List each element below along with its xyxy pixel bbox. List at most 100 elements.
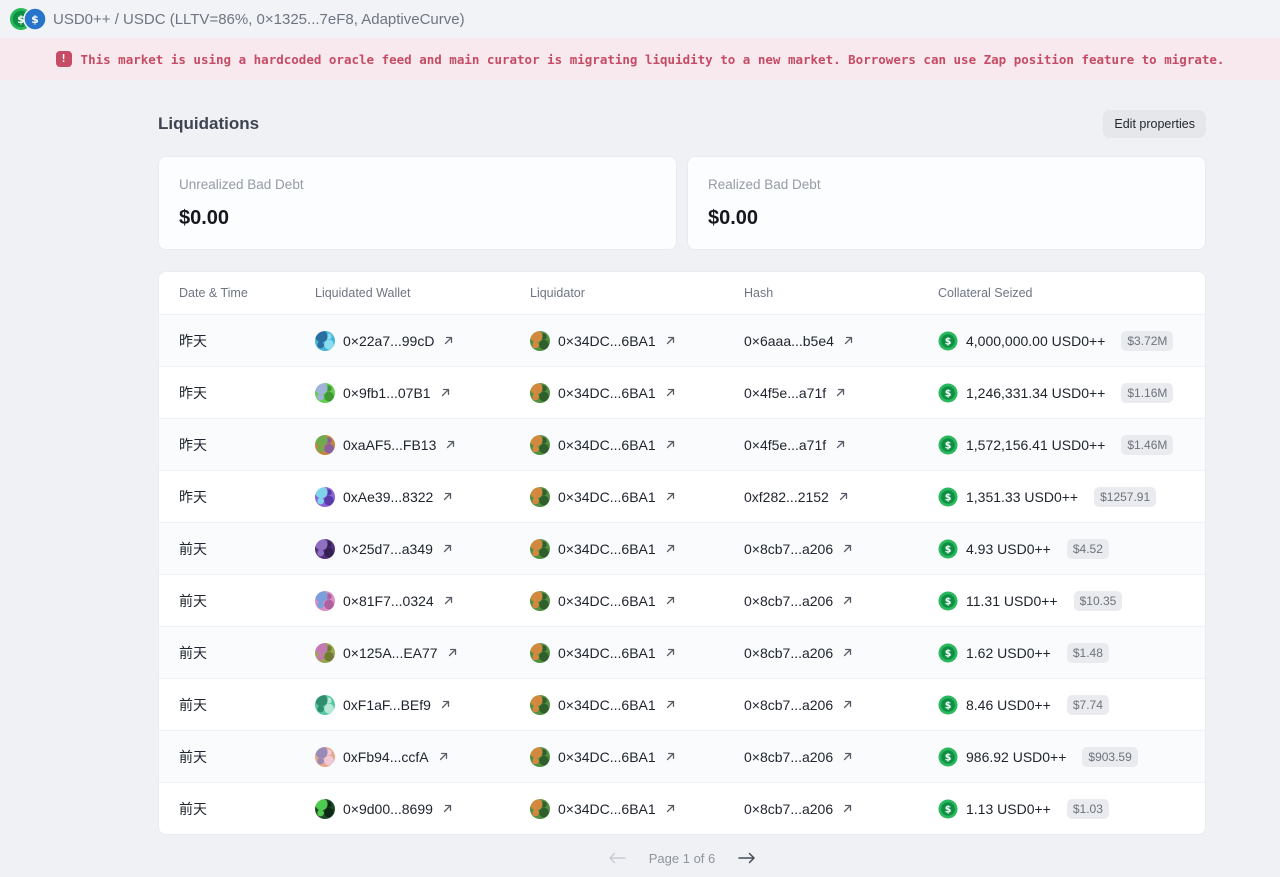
external-link-icon (441, 700, 450, 709)
liquidator-avatar (530, 330, 550, 351)
card-value: $0.00 (179, 207, 230, 229)
liquidator-address: 0×34DC...6BA1 (558, 644, 656, 661)
svg-text:$: $ (945, 544, 952, 555)
liquidator-link[interactable]: 0×34DC...6BA1 (530, 642, 744, 663)
wallet-address: 0×9fb1...07B1 (343, 384, 431, 401)
liquidator-link[interactable]: 0×34DC...6BA1 (530, 798, 744, 819)
usd0-coin-icon: $ (938, 331, 958, 350)
col-liquidated-wallet: Liquidated Wallet (315, 286, 411, 300)
hash-link[interactable]: 0×8cb7...a206 (744, 697, 938, 713)
usd0-coin-icon: $ (938, 487, 958, 506)
hash-value: 0×6aaa...b5e4 (744, 332, 834, 349)
collateral-amount: 4.93 USD0++ (966, 540, 1051, 557)
hash-link[interactable]: 0×8cb7...a206 (744, 593, 938, 609)
usd0-coin-icon: $ (938, 695, 958, 714)
external-link-icon (666, 492, 674, 501)
liquidated-wallet-link[interactable]: 0×22a7...99cD (315, 330, 530, 351)
liquidator-link[interactable]: 0×34DC...6BA1 (530, 746, 744, 767)
external-link-icon (666, 440, 674, 449)
arrow-right-icon (738, 852, 755, 864)
external-link-icon (443, 544, 452, 553)
main-content: Liquidations Edit properties Unrealized … (158, 110, 1206, 877)
svg-text:$: $ (945, 440, 952, 451)
edit-properties-button[interactable]: Edit properties (1103, 110, 1206, 138)
wallet-avatar (315, 694, 335, 715)
collateral-seized-cell: $ 4.93 USD0++ $4.52 (938, 538, 1185, 559)
usd0-coin-icon: $ (938, 799, 958, 818)
liquidated-wallet-link[interactable]: 0×9fb1...07B1 (315, 382, 530, 403)
svg-text:$: $ (945, 648, 952, 659)
external-link-icon (666, 648, 674, 657)
wallet-address: 0xaAF5...FB13 (343, 436, 437, 453)
usd0-coin-icon: $ (938, 435, 958, 454)
usd-value-badge: $1.03 (1066, 798, 1109, 819)
liquidations-table: Date & Time Liquidated Wallet Liquidator… (158, 271, 1206, 835)
table-body: 昨天 0×22a7...99cD 0×34DC...6BA1 0×6aaa...… (159, 314, 1205, 834)
usd0-coin-icon: $ (938, 591, 958, 610)
card-label: Unrealized Bad Debt (179, 177, 304, 192)
liquidator-link[interactable]: 0×34DC...6BA1 (530, 382, 744, 403)
external-link-icon (836, 388, 845, 397)
usd-value-badge: $1.48 (1066, 642, 1109, 663)
external-link-icon (843, 804, 852, 813)
col-date-time: Date & Time (179, 286, 248, 300)
row-date: 前天 (179, 696, 207, 713)
page-indicator: Page 1 of 6 (648, 850, 716, 866)
collateral-seized-cell: $ 1.62 USD0++ $1.48 (938, 642, 1185, 663)
liquidator-avatar (530, 642, 550, 663)
row-date: 前天 (179, 592, 207, 609)
liquidator-address: 0×34DC...6BA1 (558, 540, 656, 557)
liquidated-wallet-link[interactable]: 0xFb94...ccfA (315, 746, 530, 767)
hash-link[interactable]: 0xf282...2152 (744, 489, 938, 505)
liquidated-wallet-link[interactable]: 0×81F7...0324 (315, 590, 530, 611)
wallet-address: 0×81F7...0324 (343, 592, 434, 609)
svg-text:$: $ (945, 336, 952, 347)
liquidator-link[interactable]: 0×34DC...6BA1 (530, 538, 744, 559)
next-page-button[interactable] (735, 850, 759, 866)
hash-link[interactable]: 0×8cb7...a206 (744, 749, 938, 765)
liquidator-avatar (530, 382, 550, 403)
hash-link[interactable]: 0×8cb7...a206 (744, 801, 938, 817)
liquidated-wallet-link[interactable]: 0×25d7...a349 (315, 538, 530, 559)
usd0-coin-icon: $ (938, 383, 958, 402)
hash-link[interactable]: 0×4f5e...a71f (744, 437, 938, 453)
liquidator-address: 0×34DC...6BA1 (558, 332, 656, 349)
previous-page-button[interactable] (605, 850, 629, 866)
external-link-icon (666, 544, 674, 553)
external-link-icon (666, 700, 674, 709)
row-date: 前天 (179, 540, 207, 557)
liquidated-wallet-link[interactable]: 0xAe39...8322 (315, 486, 530, 507)
table-row: 前天 0×81F7...0324 0×34DC...6BA1 0×8cb7...… (159, 574, 1205, 626)
hash-link[interactable]: 0×8cb7...a206 (744, 541, 938, 557)
liquidator-link[interactable]: 0×34DC...6BA1 (530, 590, 744, 611)
liquidated-wallet-link[interactable]: 0×9d00...8699 (315, 798, 530, 819)
collateral-amount: 1.62 USD0++ (966, 644, 1051, 661)
collateral-amount: 1,351.33 USD0++ (966, 488, 1079, 505)
hash-value: 0×8cb7...a206 (744, 800, 834, 817)
liquidator-link[interactable]: 0×34DC...6BA1 (530, 434, 744, 455)
hash-link[interactable]: 0×4f5e...a71f (744, 385, 938, 401)
liquidated-wallet-link[interactable]: 0xaAF5...FB13 (315, 434, 530, 455)
usd0-coin-icon: $ (938, 539, 958, 558)
external-link-icon (843, 596, 852, 605)
hash-link[interactable]: 0×8cb7...a206 (744, 645, 938, 661)
liquidated-wallet-link[interactable]: 0xF1aF...BEf9 (315, 694, 530, 715)
liquidator-address: 0×34DC...6BA1 (558, 592, 656, 609)
liquidator-link[interactable]: 0×34DC...6BA1 (530, 330, 744, 351)
warning-icon: ! (55, 51, 72, 67)
liquidator-avatar (530, 798, 550, 819)
liquidator-avatar (530, 590, 550, 611)
liquidator-link[interactable]: 0×34DC...6BA1 (530, 486, 744, 507)
market-token-icons: $ $ (9, 7, 47, 31)
liquidated-wallet-link[interactable]: 0×125A...EA77 (315, 642, 530, 663)
table-row: 昨天 0xaAF5...FB13 0×34DC...6BA1 0×4f5e...… (159, 418, 1205, 470)
hash-value: 0xf282...2152 (744, 488, 829, 505)
external-link-icon (666, 388, 674, 397)
svg-text:$: $ (945, 752, 952, 763)
wallet-address: 0×25d7...a349 (343, 540, 433, 557)
hash-link[interactable]: 0×6aaa...b5e4 (744, 333, 938, 349)
external-link-icon (444, 492, 452, 501)
external-link-icon (447, 440, 455, 449)
usd0-coin-icon: $ (938, 747, 958, 766)
liquidator-link[interactable]: 0×34DC...6BA1 (530, 694, 744, 715)
